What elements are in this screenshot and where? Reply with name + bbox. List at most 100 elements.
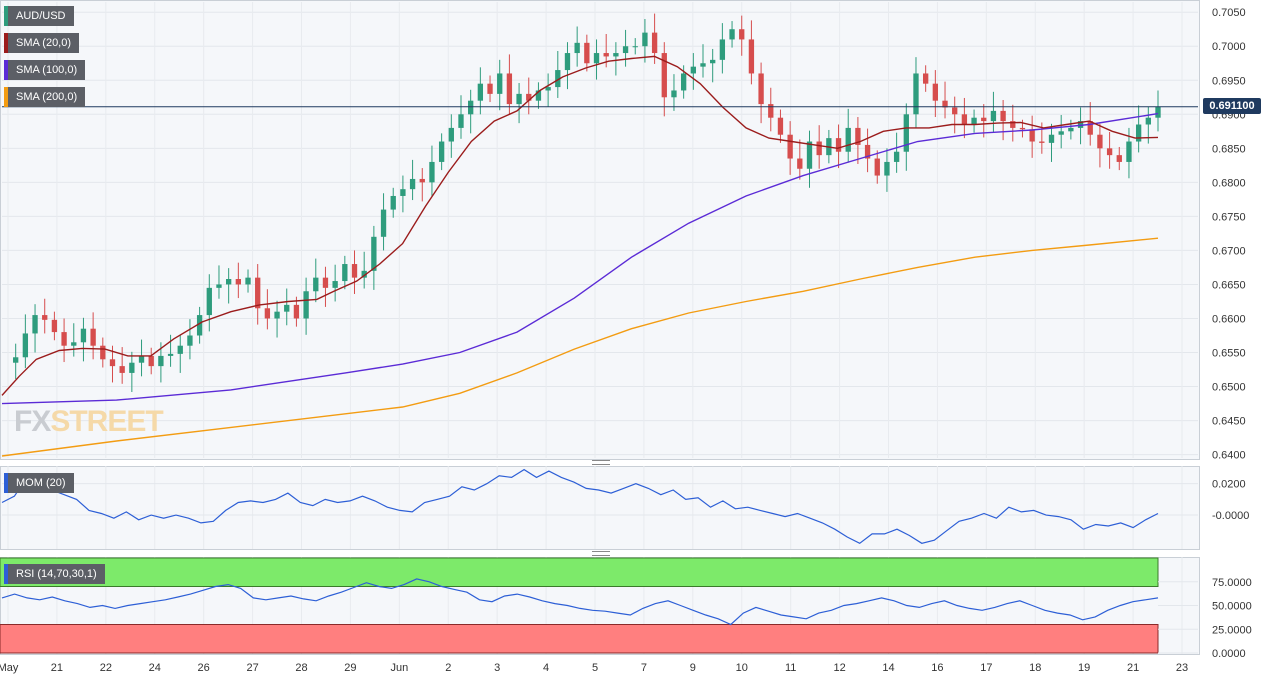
sma100-legend[interactable]: SMA (100,0) (4, 60, 86, 80)
candle-body (690, 66, 696, 74)
date-axis-label: 19 (1078, 662, 1090, 674)
candle-body (206, 287, 212, 316)
sma200-legend[interactable]: SMA (200,0) (4, 87, 86, 107)
date-axis-label: 26 (198, 662, 210, 674)
candle-body (313, 277, 319, 292)
candle-body (719, 39, 726, 60)
candle-body (429, 161, 435, 183)
price-axis-label: 0.7050 (1212, 7, 1246, 19)
candle-body (158, 355, 164, 367)
candle-body (1135, 124, 1142, 142)
price-chart-panel[interactable] (0, 0, 1200, 460)
candle-body (42, 315, 48, 320)
price-axis-label: 0.6600 (1212, 313, 1246, 325)
price-axis-label: 0.6800 (1212, 177, 1246, 189)
momentum-panel[interactable] (0, 466, 1200, 550)
mom-axis-label: -0.0000 (1212, 510, 1249, 522)
candle-body (167, 353, 174, 356)
candle-body (661, 53, 667, 98)
candle-body (768, 104, 774, 118)
candle-body (680, 73, 687, 91)
candle-body (952, 107, 958, 115)
candle-body (497, 73, 503, 94)
candle-body (1145, 117, 1151, 125)
candle-body (138, 355, 145, 363)
date-axis-label: 3 (494, 662, 500, 674)
price-axis-label: 0.6850 (1212, 143, 1246, 155)
candle-body (874, 158, 880, 176)
panel-resize-handle[interactable] (592, 460, 610, 465)
candle-body (148, 355, 154, 367)
sma20-line (1, 55, 1159, 396)
mom-legend[interactable]: MOM (20) (4, 473, 74, 493)
price-axis-label: 0.7000 (1212, 41, 1246, 53)
price-axis-label: 0.6650 (1212, 279, 1246, 291)
candle-body (245, 277, 251, 285)
candle-body (477, 83, 484, 101)
candle-body (109, 359, 116, 367)
candle-body (90, 328, 96, 346)
price-axis-label: 0.6550 (1212, 348, 1246, 360)
candle-body (1106, 148, 1113, 156)
rsi-legend[interactable]: RSI (14,70,30,1) (4, 564, 105, 584)
candle-body (710, 59, 716, 64)
date-axis-label: 21 (1127, 662, 1139, 674)
date-axis-label: 24 (149, 662, 161, 674)
price-axis-label: 0.6400 (1212, 450, 1246, 462)
candle-body (506, 73, 513, 105)
mom-axis-label: 0.0200 (1212, 479, 1246, 491)
candle-body (216, 284, 222, 288)
sma200-line (1, 237, 1159, 457)
candle-body (322, 277, 329, 288)
date-axis-label: May (0, 662, 19, 674)
candle-body (438, 141, 445, 162)
candle-body (255, 277, 261, 309)
sma20-legend[interactable]: SMA (20,0) (4, 33, 80, 53)
symbol-label[interactable]: AUD/USD (4, 6, 74, 26)
candle-body (603, 53, 609, 57)
candle-body (806, 141, 813, 169)
candle-body (371, 236, 377, 271)
candle-body (1068, 127, 1074, 132)
candle-body (100, 345, 106, 360)
date-axis-label: 12 (833, 662, 845, 674)
candle-body (22, 333, 29, 358)
candle-body (700, 63, 706, 67)
date-axis-label: 4 (543, 662, 549, 674)
candle-body (293, 304, 300, 319)
candle-body (80, 328, 87, 343)
candle-body (942, 100, 948, 108)
candle-body (1048, 134, 1055, 143)
candle-body (196, 315, 203, 336)
date-axis-label: 7 (641, 662, 647, 674)
candle-body (1019, 127, 1026, 130)
rsi-axis-label: 75.0000 (1212, 577, 1252, 589)
candle-body (1087, 121, 1093, 135)
current-price-tag: 0.691100 (1203, 98, 1261, 114)
candle-body (487, 83, 493, 94)
candle-body (1029, 129, 1035, 142)
panel-resize-handle[interactable] (592, 551, 610, 556)
candle-body (1097, 134, 1103, 149)
candle-body (458, 114, 464, 128)
candle-body (913, 73, 919, 115)
rsi-oversold-zone (0, 624, 1159, 654)
date-axis-label: 2 (445, 662, 451, 674)
candle-body (1126, 141, 1132, 162)
date-axis-label: 27 (246, 662, 258, 674)
candle-body (729, 29, 735, 40)
candle-body (32, 315, 38, 334)
candle-body (739, 29, 745, 40)
candle-body (274, 311, 280, 319)
candle-body (1000, 110, 1006, 122)
candle-body (380, 209, 387, 237)
sma100-line (1, 112, 1159, 405)
date-axis-label: 9 (690, 662, 696, 674)
candle-body (748, 39, 755, 74)
candle-body (1039, 141, 1045, 143)
candle-body (651, 32, 658, 54)
candle-body (835, 138, 842, 152)
candle-body (574, 42, 580, 54)
candle-body (13, 357, 19, 363)
